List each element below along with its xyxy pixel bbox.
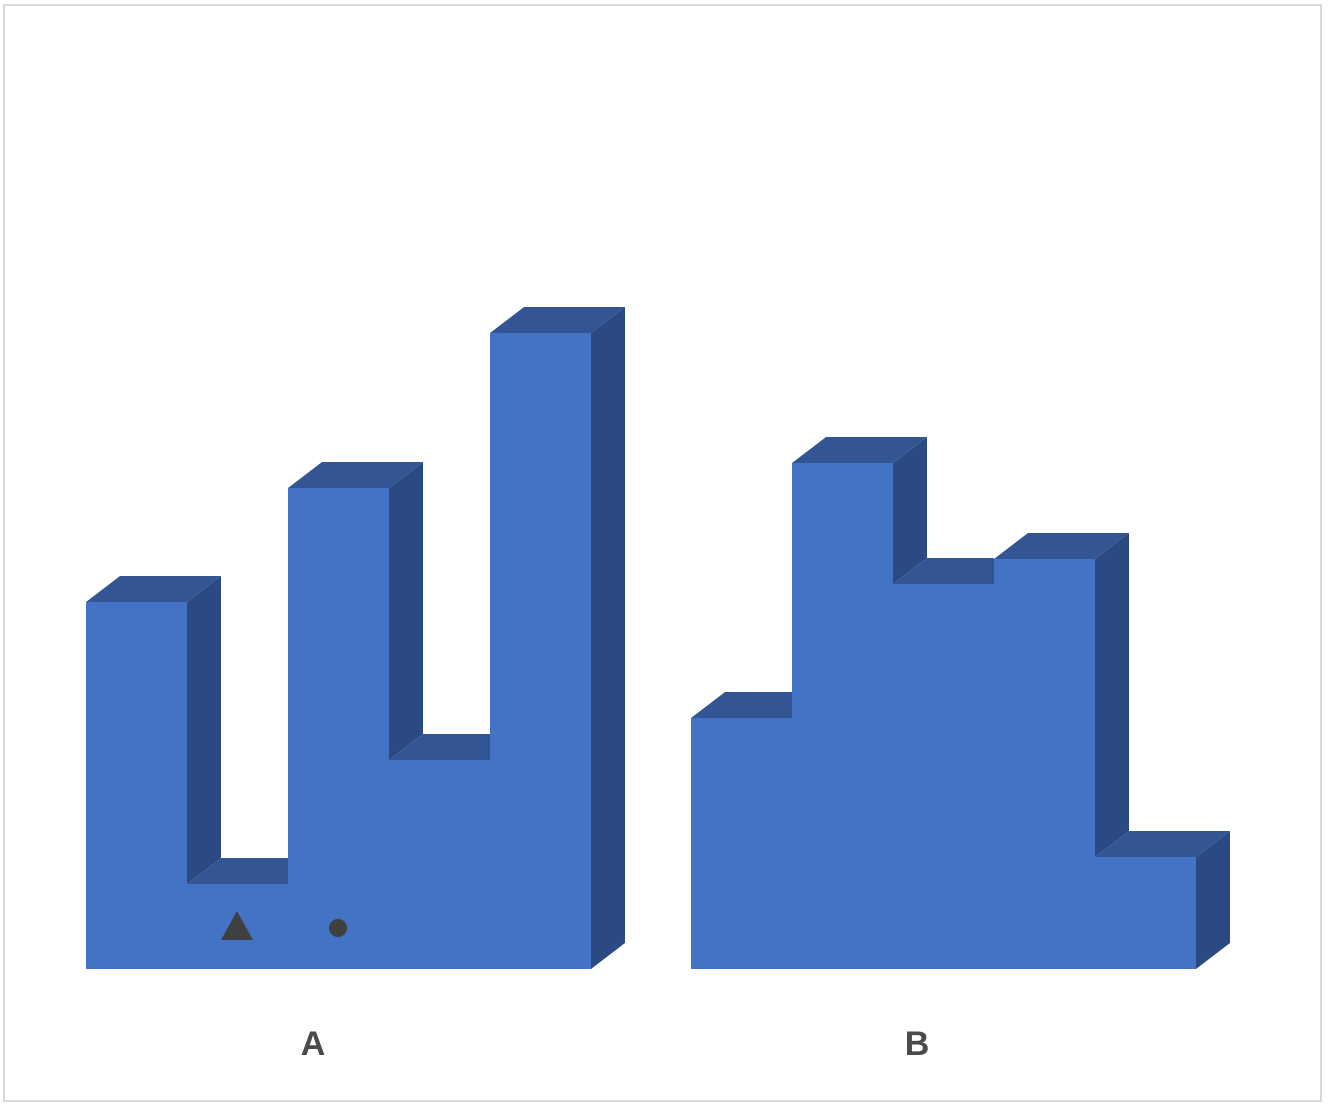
shape-a-top-4	[389, 734, 490, 760]
shape-b-side-1	[893, 437, 927, 584]
shape-b	[691, 437, 1230, 969]
shape-b-side-2	[1095, 533, 1129, 857]
shape-a-front	[86, 333, 591, 969]
triangle-icon	[221, 911, 253, 940]
dot-icon	[329, 919, 347, 937]
label-b: B	[905, 1025, 930, 1063]
shape-a-top-1	[86, 576, 221, 602]
shape-a-top-2	[187, 858, 288, 884]
shape-a	[86, 307, 625, 969]
shape-a-top-5	[490, 307, 625, 333]
shape-b-front	[691, 463, 1196, 969]
shape-a-side-1	[187, 576, 221, 884]
shape-b-top-2	[792, 437, 927, 463]
shape-b-top-3	[893, 558, 994, 584]
shape-b-top-4	[994, 533, 1129, 559]
shape-a-side-3	[591, 307, 625, 969]
shape-a-top-3	[288, 462, 423, 488]
shape-a-side-2	[389, 462, 423, 760]
label-a: A	[301, 1025, 326, 1063]
shape-b-top-5	[1095, 831, 1230, 857]
shape-b-side-3	[1196, 831, 1230, 969]
shape-b-top-1	[691, 692, 792, 718]
